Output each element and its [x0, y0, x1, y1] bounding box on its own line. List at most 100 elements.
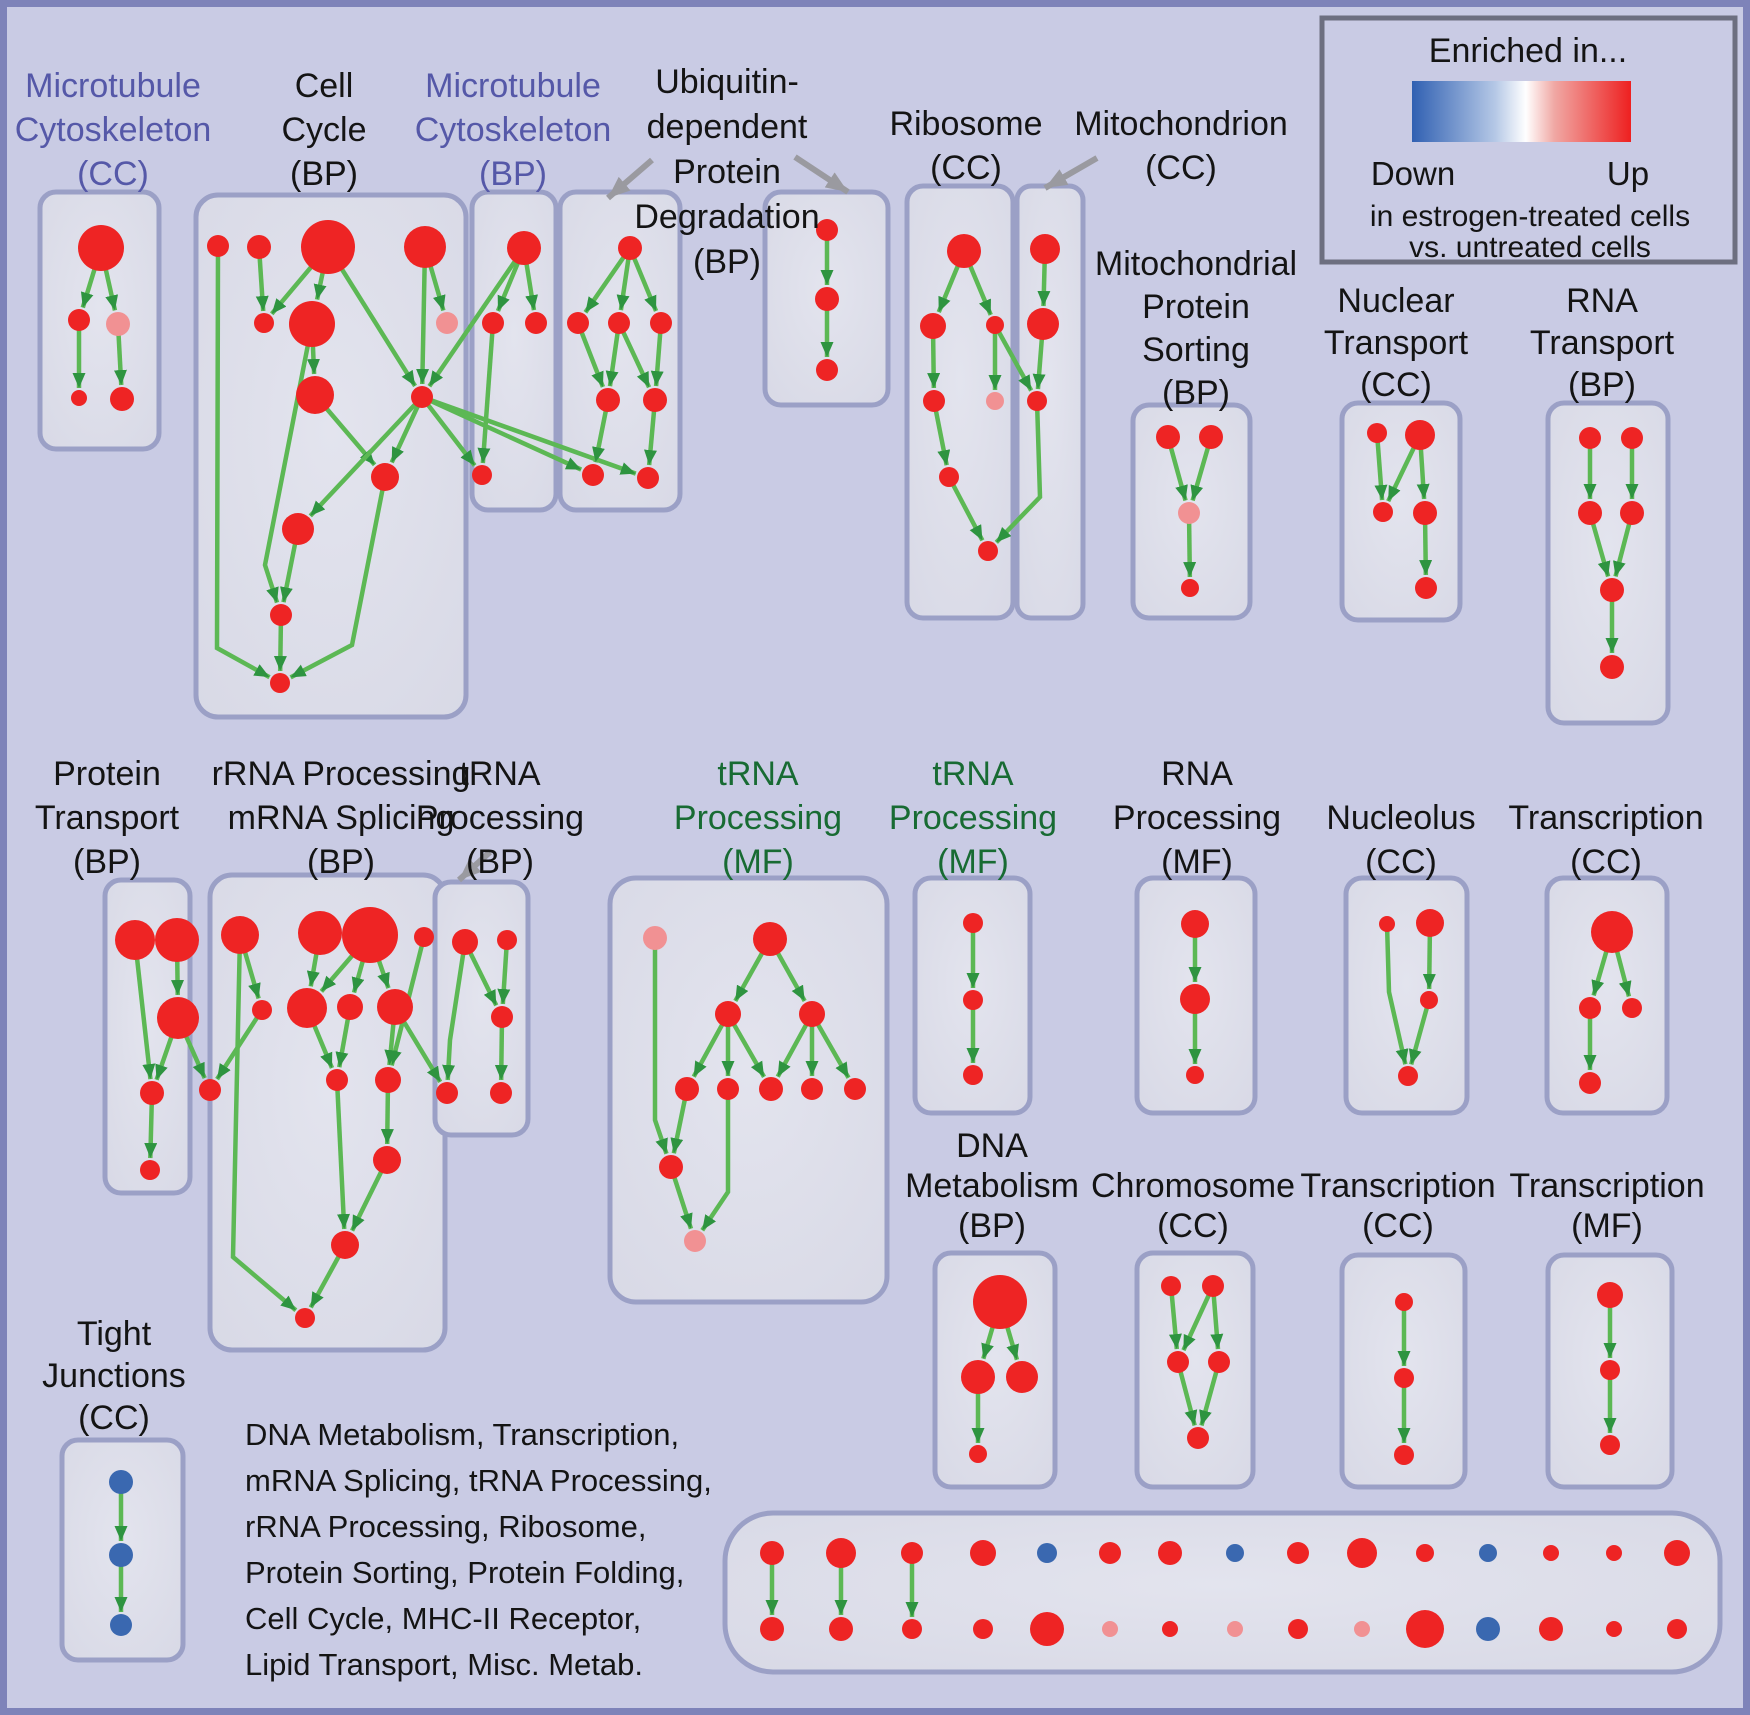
edge-q5-q9 — [215, 1008, 264, 1081]
label-microtubule-cytoskeleton-cc-line-1: Microtubule — [25, 67, 201, 105]
go-term-node-p2 — [155, 918, 199, 962]
go-term-node-p1 — [115, 920, 155, 960]
go-term-node-v6 — [717, 1078, 739, 1100]
edge-r6c-m7c — [993, 323, 1034, 392]
legend-down-label: Down — [1371, 155, 1455, 192]
cluster-box-misc-clusters-strip — [722, 1510, 1723, 1675]
label-trna-processing-mf-1-line-2: Processing — [674, 799, 842, 837]
label-rna-processing-mf-line-3: (MF) — [1161, 843, 1233, 881]
go-term-node-y3 — [1420, 991, 1438, 1009]
go-term-node-f3 — [902, 1619, 922, 1639]
label-microtubule-cytoskeleton-bp-line-2: Cytoskeleton — [415, 111, 612, 149]
label-nucleolus-cc: Nucleolus (CC) — [1326, 799, 1475, 881]
go-term-node-m3 — [106, 312, 130, 336]
go-term-node-z1 — [1591, 911, 1633, 953]
label-ubiquitin-degradation-bp-line-3: Protein — [673, 153, 781, 191]
go-term-node-u5 — [490, 1082, 512, 1104]
go-term-node-g4 — [970, 1540, 996, 1566]
label-rna-processing-mf-line-1: RNA — [1161, 755, 1233, 793]
go-term-node-v11 — [684, 1230, 706, 1252]
go-term-node-g7 — [1158, 1541, 1182, 1565]
go-term-node-f11 — [1406, 1610, 1444, 1648]
label-transcription-mf-line-1: Transcription — [1509, 1167, 1704, 1205]
go-term-node-m7b — [1027, 308, 1059, 340]
go-term-node-f15 — [1667, 1619, 1687, 1639]
label-chromosome-cc-line-1: Chromosome — [1091, 1167, 1295, 1205]
label-pointer-arrow — [606, 157, 654, 201]
edge-p1-p4 — [132, 939, 156, 1080]
edge-c9-b4g — [421, 394, 583, 472]
go-term-node-n5 — [1415, 577, 1437, 599]
label-chromosome-cc: Chromosome(CC) — [1091, 1167, 1295, 1245]
label-trna-processing-mf-2-line-3: (MF) — [937, 843, 1009, 881]
go-term-node-c13 — [270, 673, 290, 693]
edge-h2-h3 — [1181, 1285, 1216, 1352]
go-term-node-c6 — [289, 301, 335, 347]
go-term-node-f13 — [1539, 1617, 1563, 1641]
cluster-box-ribosome-cc — [904, 183, 1016, 621]
go-term-node-v8 — [801, 1078, 823, 1100]
label-trna-processing-bp-line-2: Processing — [416, 799, 584, 837]
go-term-node-n3 — [1373, 502, 1393, 522]
go-term-node-g8 — [1226, 1544, 1244, 1562]
go-term-node-t5 — [1600, 578, 1624, 602]
label-mitochondrial-protein-sorting-bp-line-2: Protein — [1142, 288, 1250, 326]
label-cell-cycle-bp: Cell Cycle (BP) — [281, 67, 366, 193]
label-pointer-arrow — [793, 154, 850, 195]
go-term-node-q6 — [287, 988, 327, 1028]
label-trna-processing-bp-line-3: (BP) — [466, 843, 534, 881]
go-term-node-r6c — [986, 316, 1004, 334]
edge-r6f-r6g — [947, 475, 985, 542]
cluster-box-nuclear-transport-cc — [1339, 400, 1463, 623]
go-term-node-f10 — [1354, 1621, 1370, 1637]
label-rna-transport-bp-line-1: RNA — [1566, 282, 1638, 320]
edge-y1-y4 — [1384, 923, 1409, 1065]
go-term-node-b3d — [472, 465, 492, 485]
go-term-node-z2 — [1579, 997, 1601, 1019]
label-nucleolus-cc-line-1: Nucleolus — [1326, 799, 1475, 837]
go-term-node-t4 — [1620, 501, 1644, 525]
label-cell-cycle-bp-line-2: Cycle — [281, 111, 366, 149]
go-term-node-q13 — [331, 1231, 359, 1259]
go-term-node-v7 — [759, 1077, 783, 1101]
label-transcription-mf: Transcription(MF) — [1509, 1167, 1704, 1245]
label-mitochondrion-cc-line-2: (CC) — [1145, 149, 1217, 187]
go-term-node-q11 — [375, 1067, 401, 1093]
label-ubiquitin-degradation-bp-line-2: dependent — [647, 108, 808, 146]
edge-b4a-b4b — [583, 246, 632, 314]
label-protein-transport-bp-line-2: Transport — [35, 799, 180, 837]
go-term-node-c11 — [282, 513, 314, 545]
go-term-node-t1 — [1579, 427, 1601, 449]
go-term-node-c7 — [436, 312, 458, 334]
label-dna-metabolism-bp-line-1: DNA — [956, 1127, 1028, 1165]
label-ribosome-cc: Ribosome (CC) — [889, 105, 1042, 187]
edge-u2-u3 — [497, 939, 511, 1005]
go-term-node-q10 — [326, 1069, 348, 1091]
label-trna-processing-bp: tRNA Processing (BP) — [416, 755, 584, 881]
go-term-node-m1 — [78, 225, 124, 271]
edge-c6-c12 — [262, 323, 315, 604]
label-mitochondrion-cc: Mitochondrion (CC) — [1074, 105, 1288, 187]
label-pointer-arrow — [1043, 155, 1099, 191]
go-term-node-c5 — [254, 313, 274, 333]
go-term-node-c2 — [247, 235, 271, 259]
go-term-node-v9 — [844, 1078, 866, 1100]
label-transcription-mf-line-2: (MF) — [1571, 1207, 1643, 1245]
go-term-node-q5 — [252, 1000, 272, 1020]
go-term-node-u3 — [491, 1006, 513, 1028]
label-trna-processing-mf-1-line-3: (MF) — [722, 843, 794, 881]
go-term-node-d2 — [961, 1360, 995, 1394]
go-term-node-v2 — [753, 922, 787, 956]
label-cell-cycle-bp-line-3: (BP) — [290, 155, 358, 193]
go-term-node-d1 — [973, 1275, 1027, 1329]
go-term-node-h3 — [1167, 1351, 1189, 1373]
go-term-node-t3 — [1578, 501, 1602, 525]
label-transcription-cc-row2-line-1: Transcription — [1508, 799, 1703, 837]
edge-v6-v11 — [700, 1089, 731, 1232]
go-term-node-s3 — [1178, 502, 1200, 524]
label-rrna-processing-mrna-splicing-bp-line-3: (BP) — [307, 843, 375, 881]
go-term-node-b3b — [482, 312, 504, 334]
go-term-node-s1 — [1156, 425, 1180, 449]
go-term-node-r6a — [947, 234, 981, 268]
